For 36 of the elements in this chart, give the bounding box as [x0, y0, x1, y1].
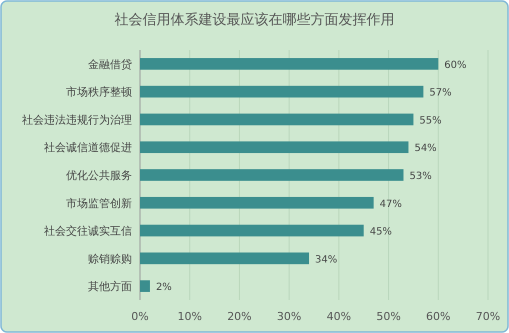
- data-label: 57%: [429, 88, 452, 99]
- x-tick-label: 0%: [131, 310, 149, 323]
- data-label: 53%: [409, 171, 432, 182]
- data-label: 34%: [315, 254, 338, 266]
- bar: [140, 169, 404, 181]
- x-tick-label: 50%: [376, 310, 401, 323]
- x-tick-label: 60%: [426, 310, 451, 323]
- y-tick-label: 社会违法违规行为治理: [22, 113, 132, 126]
- y-tick-label: 社会交往诚实互信: [44, 224, 132, 238]
- data-label: 60%: [444, 60, 467, 71]
- y-tick-label: 市场秩序整顿: [66, 86, 132, 99]
- bar: [140, 196, 374, 209]
- data-label: 54%: [414, 143, 437, 154]
- x-tick-label: 10%: [177, 310, 202, 323]
- bar: [140, 224, 364, 236]
- bar: [140, 280, 150, 292]
- bar: [140, 141, 408, 154]
- bar: [140, 252, 310, 264]
- data-label: 55%: [419, 115, 442, 126]
- y-tick-label: 赊销赊购: [88, 252, 132, 266]
- data-label: 2%: [156, 282, 172, 294]
- y-tick-label: 社会诚信道德促进: [44, 141, 132, 154]
- y-tick-label: 市场监管创新: [66, 196, 132, 210]
- chart-title: 社会信用体系建设最应该在哪些方面发挥作用: [114, 12, 394, 28]
- y-tick-label: 金融借贷: [88, 58, 132, 71]
- x-tick-label: 20%: [227, 310, 252, 323]
- bar: [140, 58, 438, 70]
- bar: [140, 114, 414, 126]
- bar: [140, 86, 424, 98]
- y-tick-label: 其他方面: [88, 280, 132, 294]
- x-tick-label: 70%: [476, 310, 500, 323]
- x-tick-label: 30%: [276, 310, 302, 323]
- data-label: 47%: [380, 198, 402, 210]
- y-tick-label: 优化公共服务: [66, 169, 132, 182]
- data-label: 45%: [370, 226, 392, 238]
- x-tick-label: 40%: [326, 310, 352, 323]
